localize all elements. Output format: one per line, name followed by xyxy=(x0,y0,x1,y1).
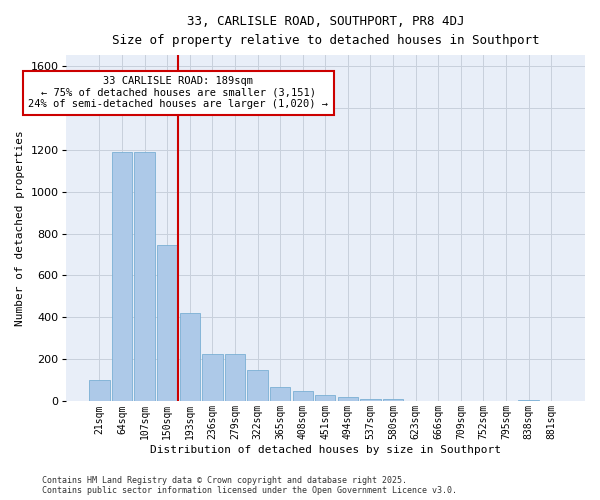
Bar xyxy=(247,370,268,402)
Bar xyxy=(270,387,290,402)
Y-axis label: Number of detached properties: Number of detached properties xyxy=(15,130,25,326)
Bar xyxy=(383,400,403,402)
Text: 33 CARLISLE ROAD: 189sqm
← 75% of detached houses are smaller (3,151)
24% of sem: 33 CARLISLE ROAD: 189sqm ← 75% of detach… xyxy=(28,76,328,110)
Bar xyxy=(179,314,200,402)
Bar xyxy=(202,354,223,402)
Bar xyxy=(89,380,110,402)
Bar xyxy=(361,399,380,402)
X-axis label: Distribution of detached houses by size in Southport: Distribution of detached houses by size … xyxy=(150,445,501,455)
Title: 33, CARLISLE ROAD, SOUTHPORT, PR8 4DJ
Size of property relative to detached hous: 33, CARLISLE ROAD, SOUTHPORT, PR8 4DJ Si… xyxy=(112,15,539,47)
Bar xyxy=(518,400,539,402)
Bar xyxy=(112,152,132,402)
Text: Contains HM Land Registry data © Crown copyright and database right 2025.
Contai: Contains HM Land Registry data © Crown c… xyxy=(42,476,457,495)
Bar xyxy=(225,354,245,402)
Bar xyxy=(134,152,155,402)
Bar xyxy=(293,391,313,402)
Bar xyxy=(315,394,335,402)
Bar xyxy=(338,397,358,402)
Bar xyxy=(157,245,178,402)
